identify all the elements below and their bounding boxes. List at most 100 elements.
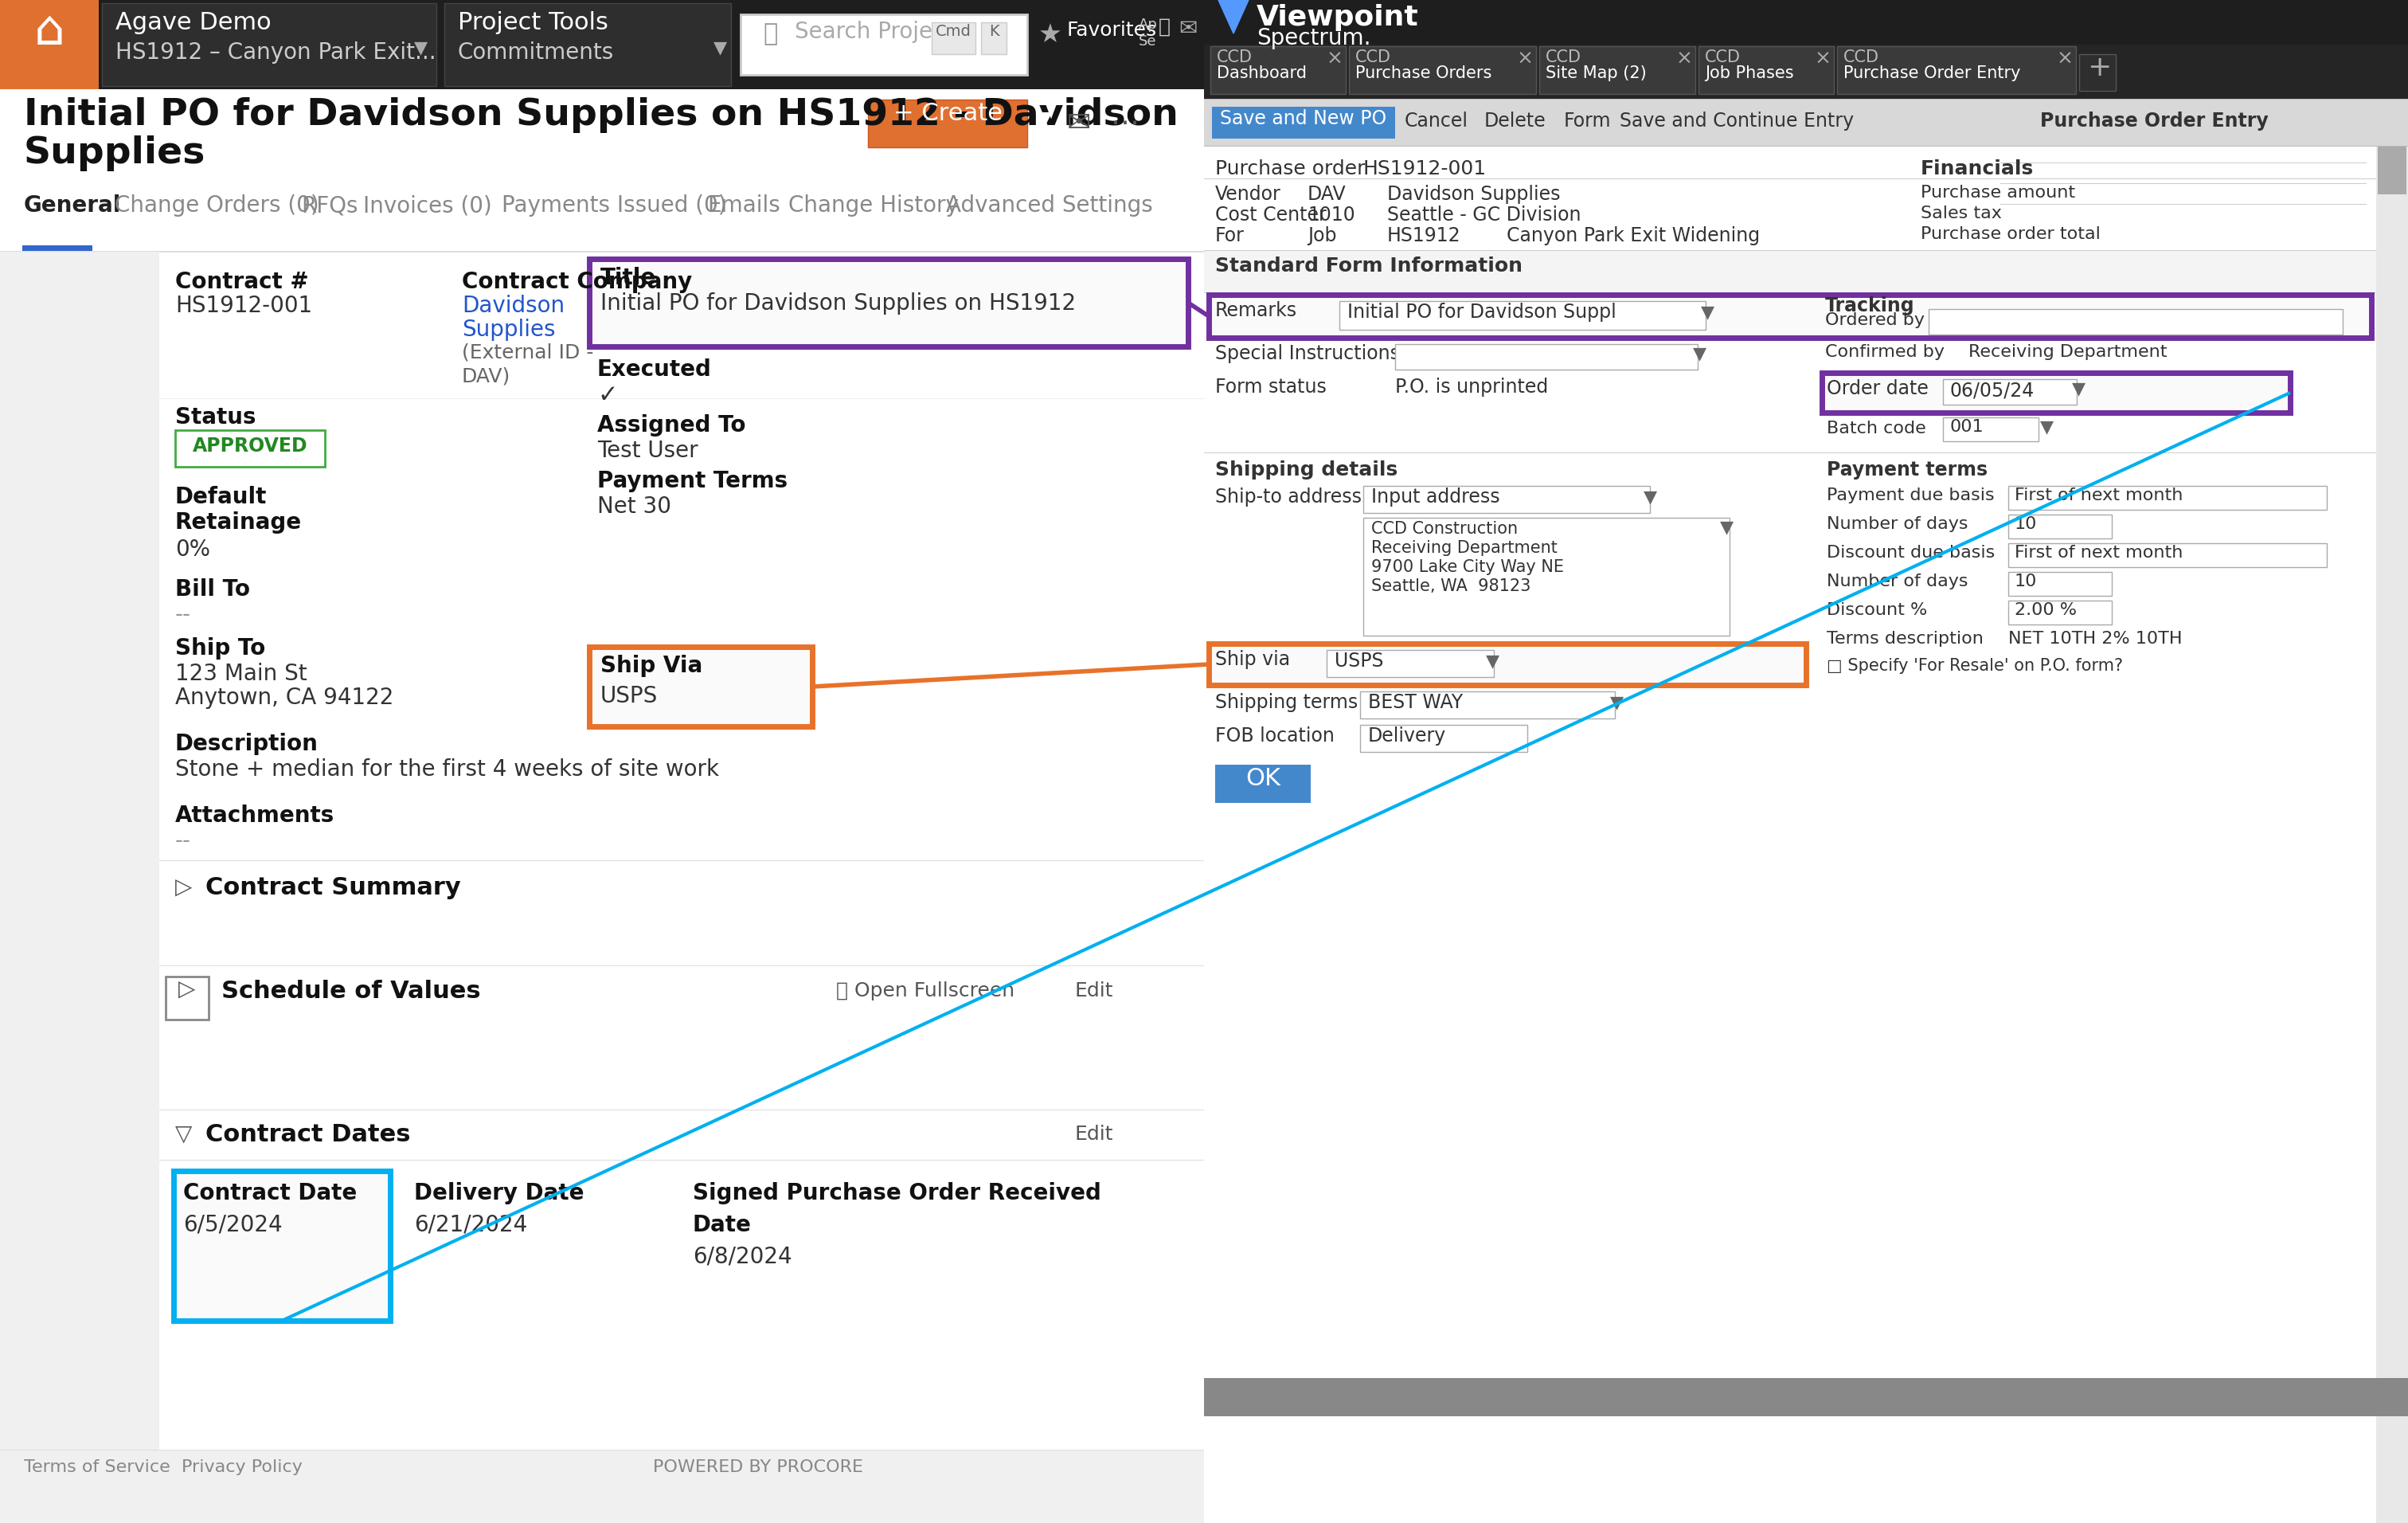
Bar: [2008, 600, 2112, 624]
Text: Ship-to address: Ship-to address: [1216, 487, 1361, 507]
Text: Standard Form Information: Standard Form Information: [1216, 256, 1522, 276]
Text: Description: Description: [176, 733, 318, 755]
Text: Date: Date: [694, 1214, 751, 1237]
Text: ▼: ▼: [1693, 346, 1707, 361]
Bar: [1204, 99, 2408, 146]
Text: HS1912-001: HS1912-001: [1363, 160, 1486, 178]
Text: □ Specify 'For Resale' on P.O. form?: □ Specify 'For Resale' on P.O. form?: [1828, 658, 2124, 673]
Bar: [166, 976, 209, 1019]
Text: CCD: CCD: [1356, 49, 1392, 65]
Text: Ship To: Ship To: [176, 637, 265, 659]
Bar: [1943, 417, 2040, 442]
Text: Edit: Edit: [1074, 981, 1112, 1001]
Text: 001: 001: [1950, 419, 1984, 436]
Text: ▷: ▷: [178, 978, 195, 1001]
Bar: [2078, 55, 2117, 91]
Bar: [1361, 725, 1527, 752]
Text: Title: Title: [600, 267, 657, 289]
Text: Purchase Order Entry: Purchase Order Entry: [1845, 65, 2020, 81]
Bar: [1204, 1378, 2408, 1416]
Text: Job Phases: Job Phases: [1705, 65, 1794, 81]
Text: Initial PO for Davidson Suppl: Initial PO for Davidson Suppl: [1348, 303, 1616, 321]
Text: Davidson Supplies: Davidson Supplies: [1387, 184, 1560, 204]
Text: ▼: ▼: [1486, 653, 1500, 669]
Bar: [173, 1171, 390, 1320]
Polygon shape: [1218, 0, 1250, 34]
Text: Cancel: Cancel: [1404, 111, 1469, 131]
Bar: [176, 429, 325, 466]
Bar: [1327, 650, 1493, 678]
Bar: [1394, 344, 1698, 370]
Text: ×: ×: [1816, 49, 1832, 69]
Text: Order date: Order date: [1828, 379, 1929, 399]
Bar: [1339, 302, 1705, 330]
Bar: [980, 23, 1007, 55]
Text: Delivery: Delivery: [1368, 726, 1447, 746]
Text: Attachments: Attachments: [176, 804, 335, 827]
Text: + Create: + Create: [893, 102, 1002, 125]
Text: Agave Demo: Agave Demo: [116, 11, 272, 34]
Text: Site Map (2): Site Map (2): [1546, 65, 1647, 81]
Bar: [1211, 107, 1394, 139]
Bar: [2377, 146, 2408, 1523]
Text: --: --: [176, 603, 190, 626]
Bar: [1943, 379, 2076, 405]
Text: Contract Summary: Contract Summary: [205, 876, 460, 899]
Text: Special Instructions: Special Instructions: [1216, 344, 1399, 362]
Text: Supplies: Supplies: [24, 136, 205, 171]
Text: Assigned To: Assigned To: [597, 414, 746, 437]
Text: 10: 10: [2015, 574, 2037, 589]
Text: ★: ★: [1038, 23, 1062, 49]
Text: Delivery Date: Delivery Date: [414, 1182, 585, 1205]
Text: CCD Construction: CCD Construction: [1370, 521, 1517, 538]
Text: Bill To: Bill To: [176, 579, 250, 600]
Text: Dashboard: Dashboard: [1216, 65, 1308, 81]
Text: CCD: CCD: [1216, 49, 1252, 65]
Bar: [2008, 515, 2112, 539]
Text: ▼: ▼: [1719, 519, 1734, 535]
Text: ▷: ▷: [176, 876, 193, 899]
Text: Initial PO for Davidson Supplies on HS1912 - Davidson: Initial PO for Davidson Supplies on HS19…: [24, 97, 1178, 133]
Text: Ap
Se: Ap Se: [1139, 18, 1158, 49]
Text: 9700 Lake City Way NE: 9700 Lake City Way NE: [1370, 559, 1563, 576]
Bar: [159, 1110, 1204, 1349]
Text: Signed Purchase Order Received: Signed Purchase Order Received: [694, 1182, 1100, 1205]
Text: CCD: CCD: [1845, 49, 1878, 65]
Text: USPS: USPS: [600, 685, 657, 707]
Text: Anytown, CA 94122: Anytown, CA 94122: [176, 687, 393, 708]
Text: Initial PO for Davidson Supplies on HS1912: Initial PO for Davidson Supplies on HS19…: [600, 292, 1076, 315]
Bar: [1363, 518, 1729, 635]
Text: Seattle, WA  98123: Seattle, WA 98123: [1370, 579, 1531, 594]
Text: Cmd: Cmd: [934, 24, 970, 40]
Text: Batch code: Batch code: [1828, 420, 1926, 437]
Text: HS1912-001: HS1912-001: [176, 295, 313, 317]
Bar: [1539, 46, 1695, 94]
Text: ⌂: ⌂: [34, 8, 65, 55]
Text: P.O. is unprinted: P.O. is unprinted: [1394, 378, 1548, 396]
Text: 2.00 %: 2.00 %: [2015, 602, 2076, 618]
Bar: [1216, 765, 1310, 803]
Text: ▼: ▼: [1645, 489, 1657, 506]
Text: Payment Terms: Payment Terms: [597, 471, 787, 492]
Text: Shipping details: Shipping details: [1216, 460, 1397, 480]
Text: ×: ×: [1327, 49, 1344, 69]
Text: Contract #: Contract #: [176, 271, 308, 292]
Text: Discount %: Discount %: [1828, 602, 1926, 618]
Text: Sales tax: Sales tax: [1922, 206, 2001, 221]
Bar: [867, 99, 1028, 148]
Bar: [590, 259, 1187, 347]
Text: Supplies: Supplies: [462, 318, 556, 341]
Bar: [2008, 544, 2326, 567]
Text: 🔍: 🔍: [763, 23, 778, 46]
Text: ⋯: ⋯: [1110, 110, 1139, 137]
Text: Advanced Settings: Advanced Settings: [946, 195, 1153, 216]
Text: ▼: ▼: [1038, 110, 1052, 129]
Text: Number of days: Number of days: [1828, 516, 1967, 532]
Text: NET 10TH 2% 10TH: NET 10TH 2% 10TH: [2008, 631, 2182, 647]
Text: Ship via: Ship via: [1216, 650, 1291, 669]
Text: ×: ×: [1517, 49, 1534, 69]
Bar: [0, 0, 1204, 1523]
Text: DAV: DAV: [1308, 184, 1346, 204]
Text: 10: 10: [2015, 516, 2037, 532]
Text: Project Tools: Project Tools: [458, 11, 609, 34]
